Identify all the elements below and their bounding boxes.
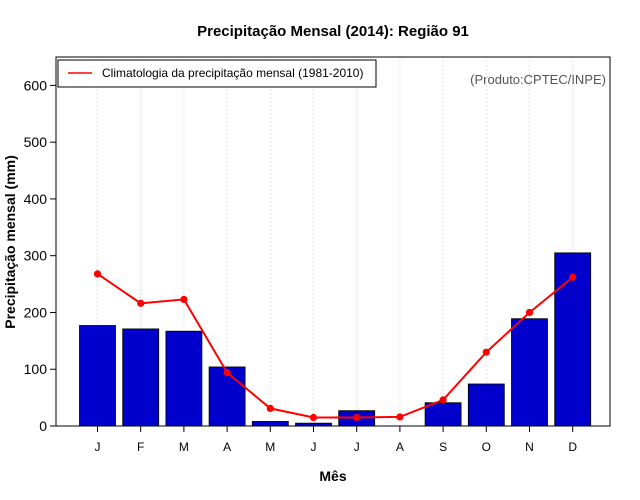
y-tick-label: 300 — [24, 248, 48, 264]
bar — [511, 318, 548, 427]
y-tick-label: 200 — [24, 304, 48, 320]
bar — [122, 328, 160, 427]
y-axis: 0 100 200 300 400 500 600 — [24, 77, 56, 434]
credit-label: (Produto:CPTEC/INPE) — [470, 72, 606, 87]
x-tick-label: A — [223, 440, 231, 454]
series-point — [93, 270, 102, 278]
bar — [251, 421, 289, 427]
y-tick-label: 0 — [39, 418, 47, 434]
x-tick-label: J — [311, 440, 317, 454]
x-tick-label: M — [265, 440, 275, 454]
legend: Climatologia da precipitação mensal (198… — [57, 59, 377, 88]
x-tick-label: N — [525, 440, 534, 454]
series-point — [266, 404, 274, 413]
x-tick-label: M — [179, 440, 189, 454]
x-tick-label: S — [439, 440, 447, 454]
climatology-series — [93, 270, 577, 422]
series-point — [569, 273, 577, 281]
bar — [467, 383, 505, 427]
y-axis-title: Precipitação mensal (mm) — [2, 155, 18, 329]
x-tick-label: J — [95, 440, 101, 454]
series-point — [353, 413, 361, 422]
series-line — [96, 273, 574, 419]
bar — [554, 252, 592, 427]
y-tick-label: 400 — [24, 191, 48, 207]
series-point — [309, 413, 318, 422]
series-point — [482, 348, 490, 356]
series-point — [525, 308, 534, 317]
legend-box — [57, 59, 377, 88]
x-tick-label: F — [137, 440, 144, 454]
x-tick-label: A — [396, 440, 404, 454]
x-axis-title: Mês — [319, 468, 346, 484]
legend-label: Climatologia da precipitação mensal (198… — [102, 66, 363, 80]
x-tick-label: J — [354, 440, 360, 454]
y-tick-label: 500 — [24, 134, 48, 150]
series-point — [396, 413, 404, 421]
series-point — [439, 396, 447, 404]
series-point — [137, 299, 145, 307]
y-tick-label: 600 — [24, 77, 48, 93]
bars — [79, 252, 592, 427]
chart-title: Precipitação Mensal (2014): Região 91 — [197, 23, 469, 40]
x-tick-label: O — [482, 440, 491, 454]
bar — [165, 330, 203, 427]
x-tick-label: D — [568, 440, 577, 454]
series-point — [223, 369, 231, 377]
y-tick-label: 100 — [24, 361, 48, 377]
series-point — [180, 295, 188, 304]
plot-frame — [55, 56, 611, 427]
bar — [208, 366, 246, 427]
grid-lines — [97, 57, 574, 426]
bar — [424, 402, 462, 427]
bar — [79, 325, 116, 427]
